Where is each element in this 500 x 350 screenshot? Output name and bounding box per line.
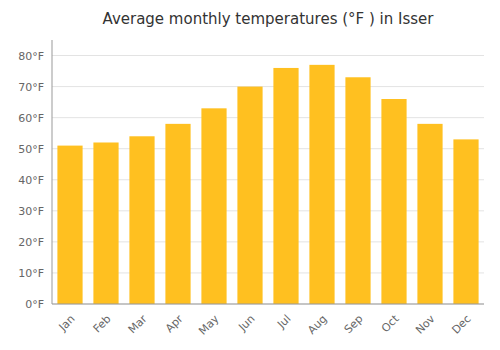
x-tick-label: Dec [449, 312, 473, 336]
y-axis-line [52, 40, 53, 304]
x-axis-line [52, 304, 484, 305]
x-tick-label: Sep [342, 312, 366, 336]
y-tick-label: 40°F [18, 174, 44, 187]
y-ticks: 0°F 10°F 20°F 30°F 40°F 50°F 60°F 70°F 80°F [18, 50, 44, 311]
bars [57, 65, 478, 304]
x-tick-label: Jan [56, 312, 78, 334]
y-tick-label: 10°F [18, 267, 44, 280]
title: Average monthly temperatures (°F ) in Is… [103, 10, 435, 28]
x-tick-label: Mar [126, 312, 150, 336]
x-tick-label: Aug [305, 312, 329, 336]
x-tick-label: Feb [91, 312, 114, 335]
grid-line [52, 304, 484, 305]
bar [57, 146, 82, 304]
bar [93, 142, 118, 304]
y-tick-label: 80°F [18, 50, 44, 63]
chart: 0°F 10°F 20°F 30°F 40°F 50°F 60°F 70°F 80°F Jan Fe… [0, 0, 500, 350]
bar [381, 99, 406, 304]
x-ticks: Jan Feb Mar Apr May Jun Jul Aug Sep Oct Nov Dec [56, 312, 474, 338]
x-tick-label: Jun [236, 312, 258, 334]
bar [237, 87, 262, 304]
x-tick-label: Nov [413, 312, 438, 337]
grid-line [52, 55, 484, 56]
y-tick-label: 20°F [18, 236, 44, 249]
y-tick-label: 70°F [18, 81, 44, 94]
grid-line [52, 86, 484, 87]
y-tick-label: 50°F [18, 143, 44, 156]
bar [165, 124, 190, 304]
y-tick-label: 0°F [25, 298, 44, 311]
grid [52, 56, 484, 304]
x-tick-label: May [196, 312, 222, 338]
y-tick-label: 60°F [18, 112, 44, 125]
x-tick-label: Oct [379, 312, 402, 335]
grid-line [52, 117, 484, 118]
chart-root: 0°F 10°F 20°F 30°F 40°F 50°F 60°F 70°F 80°F Jan Fe… [0, 0, 500, 350]
bar [309, 65, 334, 304]
bar [453, 139, 478, 304]
bar [417, 124, 442, 304]
y-tick-label: 30°F [18, 205, 44, 218]
x-tick-label: Jul [274, 312, 293, 331]
bar [345, 77, 370, 304]
bar [129, 136, 154, 304]
bar [273, 68, 298, 304]
bar [201, 108, 226, 304]
x-tick-label: Apr [163, 312, 186, 335]
